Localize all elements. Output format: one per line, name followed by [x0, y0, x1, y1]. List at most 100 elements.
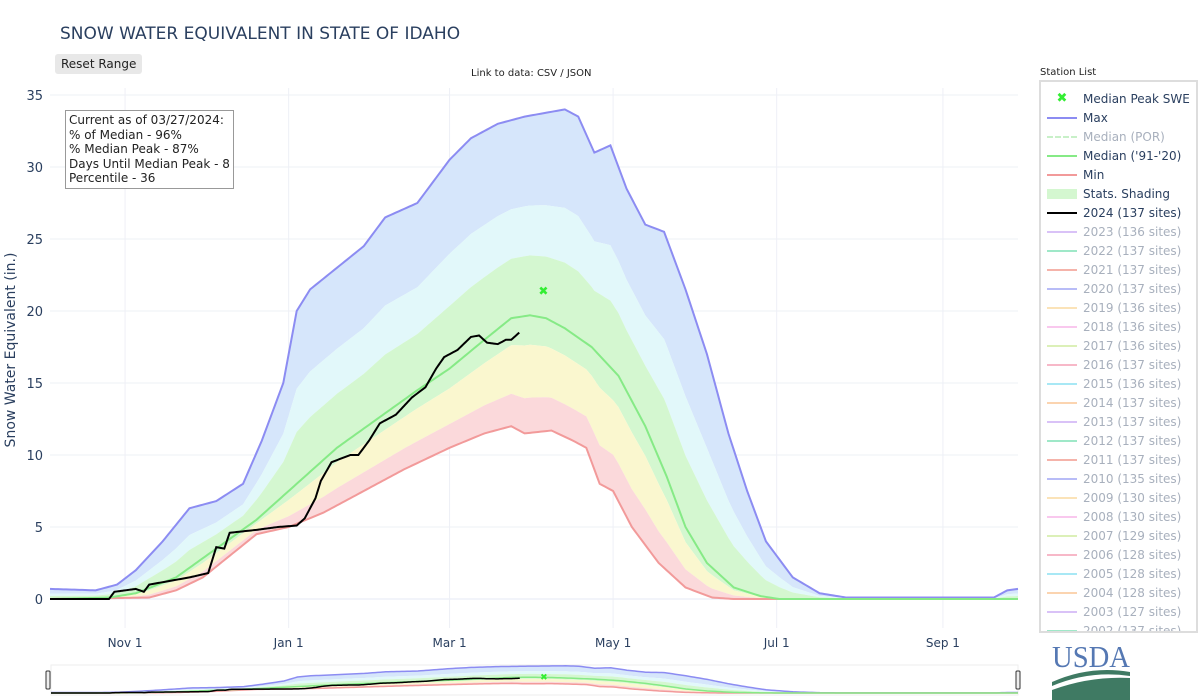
- y-tick-label: 0: [35, 593, 43, 608]
- legend-item[interactable]: 2014 (137 sites): [1041, 393, 1196, 412]
- y-tick-label: 20: [26, 305, 43, 320]
- legend-label: Stats. Shading: [1083, 186, 1171, 201]
- legend-label: Median Peak SWE: [1083, 91, 1190, 106]
- legend-item[interactable]: 2005 (128 sites): [1041, 564, 1196, 583]
- info-days-until-peak: Days Until Median Peak - 8: [69, 156, 230, 171]
- max-line: [49, 108, 1019, 599]
- legend-swatch: [1047, 113, 1077, 123]
- legend-label: 2014 (137 sites): [1083, 395, 1182, 410]
- legend-swatch: [1047, 284, 1077, 294]
- legend-item[interactable]: 2006 (128 sites): [1041, 545, 1196, 564]
- legend-item[interactable]: 2016 (137 sites): [1041, 355, 1196, 374]
- usda-logo: USDA: [1052, 640, 1131, 700]
- legend-swatch: [1047, 455, 1077, 465]
- legend-item[interactable]: 2015 (136 sites): [1041, 374, 1196, 393]
- legend-label: 2018 (136 sites): [1083, 319, 1182, 334]
- legend-swatch: [1047, 341, 1077, 351]
- legend-item[interactable]: 2002 (137 sites): [1041, 621, 1196, 633]
- info-pct-median: % of Median - 96%: [69, 127, 182, 142]
- legend-swatch: [1047, 379, 1077, 389]
- legend-item[interactable]: 2007 (129 sites): [1041, 526, 1196, 545]
- band-10-30: [50, 344, 1018, 599]
- legend-item[interactable]: 2024 (137 sites): [1041, 203, 1196, 222]
- legend-item[interactable]: 2009 (130 sites): [1041, 488, 1196, 507]
- legend-item[interactable]: 2010 (135 sites): [1041, 469, 1196, 488]
- legend-item[interactable]: 2018 (136 sites): [1041, 317, 1196, 336]
- info-pct-median-peak: % Median Peak - 87%: [69, 142, 199, 156]
- legend-label: 2002 (137 sites): [1083, 623, 1182, 633]
- legend-label: 2008 (130 sites): [1083, 509, 1182, 524]
- legend-label: 2012 (137 sites): [1083, 433, 1182, 448]
- y-tick-label: 30: [26, 161, 43, 176]
- current-year-line: [50, 331, 520, 600]
- legend-swatch: [1047, 417, 1077, 427]
- legend-swatch: [1047, 246, 1077, 256]
- legend-label: 2007 (129 sites): [1083, 528, 1182, 543]
- legend-swatch: [1047, 493, 1077, 503]
- legend-label: 2024 (137 sites): [1083, 205, 1182, 220]
- legend-item[interactable]: Stats. Shading: [1041, 184, 1196, 203]
- chart-title: SNOW WATER EQUIVALENT IN STATE OF IDAHO: [60, 24, 461, 44]
- legend-label: 2016 (137 sites): [1083, 357, 1182, 372]
- reset-range-button[interactable]: Reset Range: [55, 54, 143, 74]
- json-link[interactable]: JSON: [566, 68, 592, 79]
- legend-swatch: [1047, 436, 1077, 446]
- legend-item[interactable]: Median (POR): [1041, 127, 1196, 146]
- range-handle-left[interactable]: [45, 670, 51, 690]
- legend-swatch: [1047, 626, 1077, 631]
- legend-label: 2013 (137 sites): [1083, 414, 1182, 429]
- legend-label: 2015 (136 sites): [1083, 376, 1182, 391]
- csv-link[interactable]: CSV: [536, 68, 558, 79]
- data-links: Link to data: CSV / JSON: [471, 68, 592, 79]
- range-handle-right[interactable]: [1015, 670, 1021, 690]
- legend-item[interactable]: 2021 (137 sites): [1041, 260, 1196, 279]
- legend-swatch: [1047, 607, 1077, 617]
- x-tick-label: Sep 1: [926, 636, 960, 650]
- x-tick-label: Jan 1: [273, 636, 304, 650]
- legend-swatch: [1047, 550, 1077, 560]
- links-prefix: Link to data:: [471, 68, 537, 79]
- legend-label: 2019 (136 sites): [1083, 300, 1182, 315]
- legend-item[interactable]: Median ('91-'20): [1041, 146, 1196, 165]
- legend-label: Min: [1083, 167, 1105, 182]
- x-tick-label: Nov 1: [108, 636, 143, 650]
- legend-item[interactable]: 2012 (137 sites): [1041, 431, 1196, 450]
- legend-item[interactable]: 2023 (136 sites): [1041, 222, 1196, 241]
- legend-swatch: [1047, 188, 1077, 199]
- y-tick-label: 35: [26, 89, 43, 104]
- minimap-median-peak-marker: ✖: [540, 673, 548, 683]
- legend-label: 2010 (135 sites): [1083, 471, 1182, 486]
- legend-item[interactable]: 2022 (137 sites): [1041, 241, 1196, 260]
- legend-item[interactable]: Max: [1041, 108, 1196, 127]
- legend-item[interactable]: 2019 (136 sites): [1041, 298, 1196, 317]
- legend-swatch: [1047, 151, 1077, 161]
- legend-label: Median (POR): [1083, 129, 1165, 144]
- current-status-box: Current as of 03/27/2024: % of Median - …: [65, 110, 234, 189]
- legend-item[interactable]: 2004 (128 sites): [1041, 583, 1196, 602]
- station-list-label: Station List: [1040, 67, 1097, 78]
- legend-swatch: [1047, 208, 1077, 218]
- legend-label: 2006 (128 sites): [1083, 547, 1182, 562]
- legend-label: 2020 (137 sites): [1083, 281, 1182, 296]
- legend-item[interactable]: 2017 (136 sites): [1041, 336, 1196, 355]
- legend-label: 2017 (136 sites): [1083, 338, 1182, 353]
- legend-item[interactable]: 2013 (137 sites): [1041, 412, 1196, 431]
- info-date: Current as of 03/27/2024:: [69, 113, 224, 127]
- minimap-current-year-line: [51, 677, 520, 694]
- legend-item[interactable]: 2011 (137 sites): [1041, 450, 1196, 469]
- legend-label: 2003 (127 sites): [1083, 604, 1182, 619]
- y-tick-label: 5: [35, 521, 43, 536]
- legend-item[interactable]: 2003 (127 sites): [1041, 602, 1196, 621]
- legend-item[interactable]: Min: [1041, 165, 1196, 184]
- legend-label: 2004 (128 sites): [1083, 585, 1182, 600]
- legend-label: 2009 (130 sites): [1083, 490, 1182, 505]
- legend-item[interactable]: ✖ Median Peak SWE: [1041, 89, 1196, 108]
- legend: ✖ Median Peak SWE Max Median (POR) Median ('…: [1039, 80, 1198, 633]
- legend-swatch: [1047, 588, 1077, 598]
- x-tick-label: Mar 1: [432, 636, 466, 650]
- legend-item[interactable]: 2008 (130 sites): [1041, 507, 1196, 526]
- legend-label: 2011 (137 sites): [1083, 452, 1182, 467]
- legend-item[interactable]: 2020 (137 sites): [1041, 279, 1196, 298]
- legend-swatch: [1047, 398, 1077, 408]
